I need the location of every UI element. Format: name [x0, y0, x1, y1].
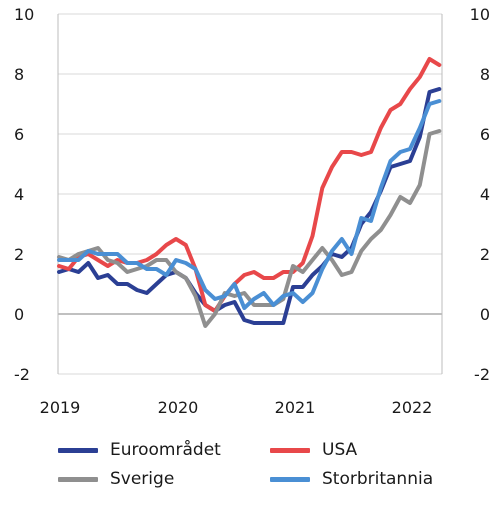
left-y-tick-1: 0 [14, 305, 24, 324]
right-y-tick-1: 0 [480, 305, 490, 324]
right-y-tick-0: -2 [474, 365, 490, 384]
left-y-tick-3: 4 [14, 185, 24, 204]
left-y-tick-6: 10 [14, 5, 34, 24]
series-line-sverige [57, 129, 442, 328]
right-y-tick-labels: -2 0 2 4 6 8 10 [470, 5, 490, 384]
right-y-tick-4: 6 [480, 125, 490, 144]
series-line-usa [57, 57, 442, 313]
left-y-tick-labels: -2 0 2 4 6 8 10 [14, 5, 34, 384]
x-tick-labels: 2019 2020 2021 2022 [40, 398, 433, 417]
x-tick-2022: 2022 [392, 398, 433, 417]
series-line-storbritannia [57, 99, 442, 310]
right-y-tick-2: 2 [480, 245, 490, 264]
right-y-tick-3: 4 [480, 185, 490, 204]
left-y-tick-5: 8 [14, 65, 24, 84]
left-y-tick-0: -2 [14, 365, 30, 384]
x-tick-2020: 2020 [158, 398, 199, 417]
grid-lines [58, 13, 442, 375]
left-y-tick-2: 2 [14, 245, 24, 264]
x-tick-2019: 2019 [40, 398, 81, 417]
left-y-tick-4: 6 [14, 125, 24, 144]
series-lines [57, 57, 442, 328]
right-y-tick-5: 8 [480, 65, 490, 84]
x-tick-2021: 2021 [275, 398, 316, 417]
right-y-tick-6: 10 [470, 5, 490, 24]
